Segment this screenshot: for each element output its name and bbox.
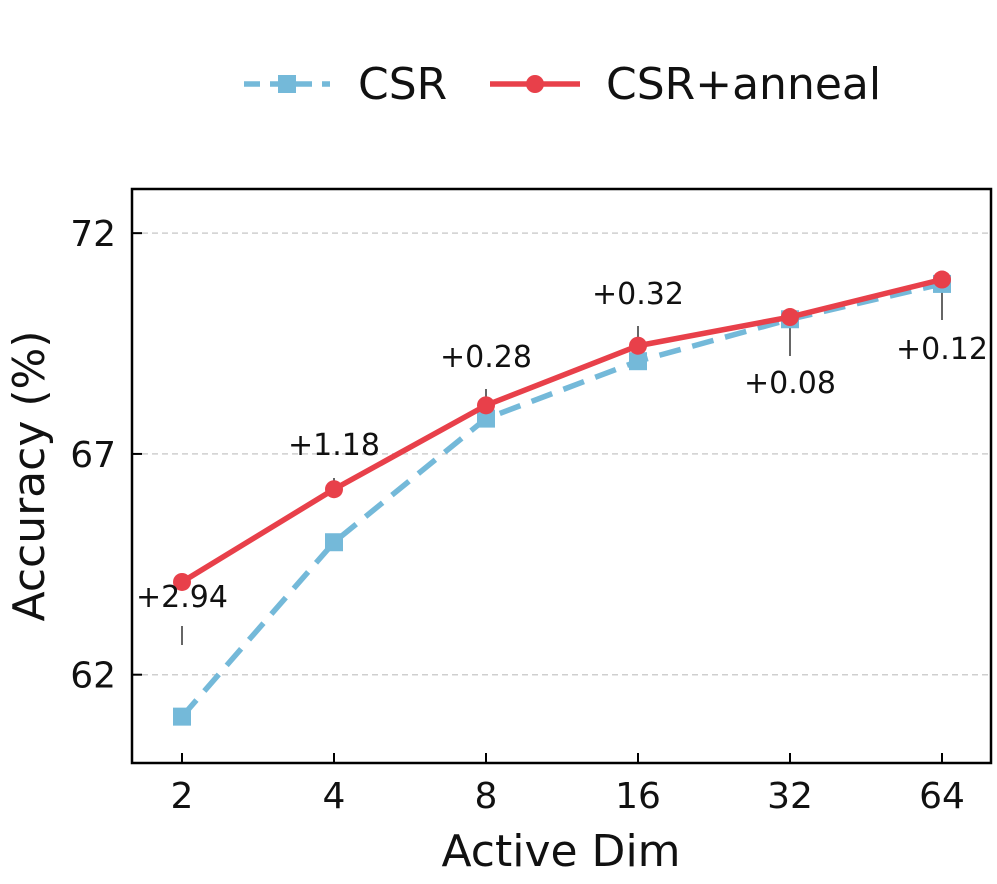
series-layer	[173, 270, 951, 726]
data-point-square	[325, 533, 343, 552]
y-tick-label: 72	[70, 214, 116, 255]
annotation-label: +0.28	[440, 340, 532, 375]
axis-ticks: 62 67 72 2 4 8 16 32 64	[70, 214, 965, 817]
series-line	[180, 276, 943, 585]
x-axis-title: Active Dim	[441, 826, 680, 877]
y-tick-label: 67	[70, 435, 116, 476]
x-tick-label: 8	[475, 776, 498, 817]
y-tick-label: 62	[70, 656, 116, 697]
data-point-circle	[629, 336, 647, 355]
x-tick-label: 4	[323, 776, 346, 817]
legend-label: CSR	[358, 59, 447, 110]
grid-lines	[132, 232, 991, 676]
data-point-circle	[781, 308, 799, 327]
data-point-circle	[325, 480, 343, 499]
x-tick-label: 64	[919, 776, 965, 817]
data-point-square	[477, 409, 495, 428]
annotation-label: +2.94	[136, 580, 228, 615]
data-point-circle	[933, 270, 951, 289]
x-tick-label: 32	[767, 776, 813, 817]
data-point-square	[629, 352, 647, 371]
y-axis-title: Accuracy (%)	[4, 330, 55, 621]
data-point-square	[173, 707, 191, 726]
legend-marker-circle	[526, 75, 544, 93]
x-tick-label: 2	[171, 776, 194, 817]
legend: CSR CSR+anneal	[244, 59, 881, 110]
annotation-label: +0.32	[592, 277, 684, 312]
legend-label: CSR+anneal	[606, 59, 881, 110]
annotation-label: +1.18	[288, 428, 380, 463]
series-line	[179, 281, 943, 719]
annotation-labels: +2.94 +1.18 +0.28 +0.32 +0.08 +0.12	[136, 277, 988, 615]
legend-marker-square	[278, 75, 296, 93]
x-tick-label: 16	[615, 776, 661, 817]
annotation-label: +0.12	[896, 332, 988, 367]
annotation-label: +0.08	[744, 366, 836, 401]
data-point-circle	[477, 396, 495, 415]
data-point-circle	[173, 572, 191, 591]
plot-frame	[130, 187, 993, 765]
